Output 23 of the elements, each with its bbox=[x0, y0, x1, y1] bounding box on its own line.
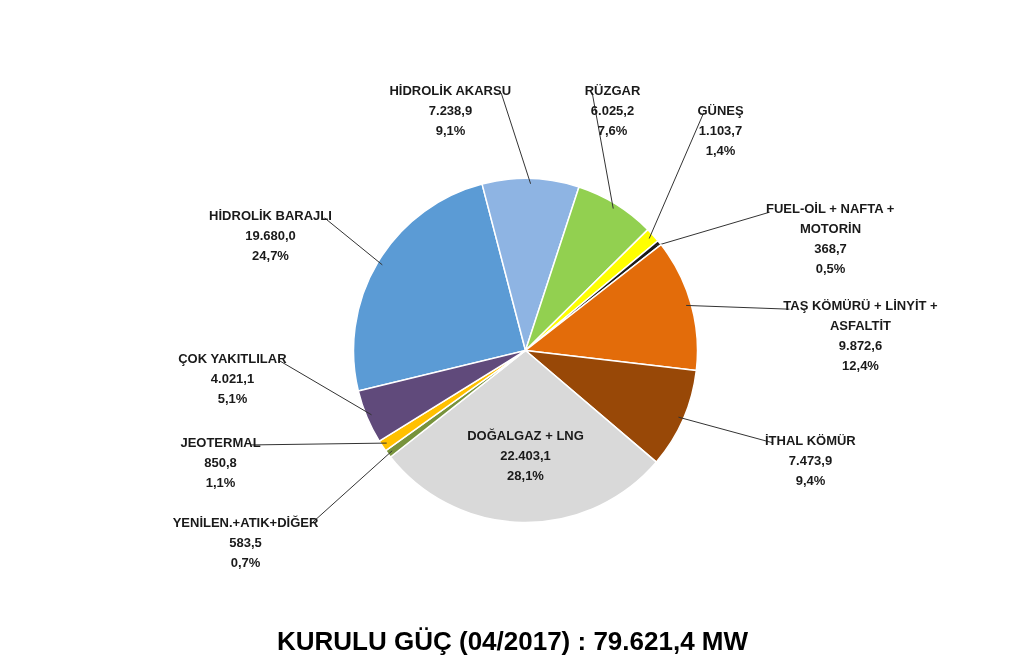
slice-label: ÇOK YAKITLILAR bbox=[178, 350, 288, 366]
slice-label: DOĞALGAZ + LNG bbox=[467, 427, 584, 443]
data-label: 6.025,2 7,6% bbox=[590, 103, 635, 139]
slice-label: YENİLEN.+ATIK+DİĞER bbox=[172, 514, 319, 530]
data-label: 19.680,0 24,7% bbox=[245, 228, 296, 264]
slice-label: RÜZGAR bbox=[584, 82, 641, 98]
data-label: 4.021,1 5,1% bbox=[210, 371, 255, 407]
data-label: 7.473,9 9,4% bbox=[788, 453, 833, 489]
slice-label: HİDROLİK BARAJLI bbox=[209, 207, 332, 223]
data-label: 583,5 0,7% bbox=[229, 535, 262, 571]
data-label: 22.403,1 28,1% bbox=[500, 448, 551, 484]
data-label: 368,7 0,5% bbox=[814, 241, 847, 277]
slice-label: HİDROLİK AKARSU bbox=[389, 82, 512, 98]
data-label: 1.103,7 1,4% bbox=[698, 123, 743, 159]
slice-label: TAŞ KÖMÜRÜ + LİNYİT + ASFALTİT bbox=[783, 297, 939, 333]
slice-label: İTHAL KÖMÜR bbox=[765, 432, 857, 448]
slice-label: FUEL-OİL + NAFTA + MOTORİN bbox=[765, 200, 895, 236]
text: KURULU GÜÇ (04/2017) : 79.621,4 MW bbox=[276, 625, 749, 656]
slice-label: JEOTERMAL bbox=[180, 434, 261, 450]
data-label: 850,8 1,1% bbox=[204, 455, 237, 491]
data-label: 7.238,9 9,1% bbox=[428, 103, 473, 139]
slice-label: GÜNEŞ bbox=[697, 102, 744, 118]
data-label: 9.872,6 12,4% bbox=[838, 338, 883, 374]
